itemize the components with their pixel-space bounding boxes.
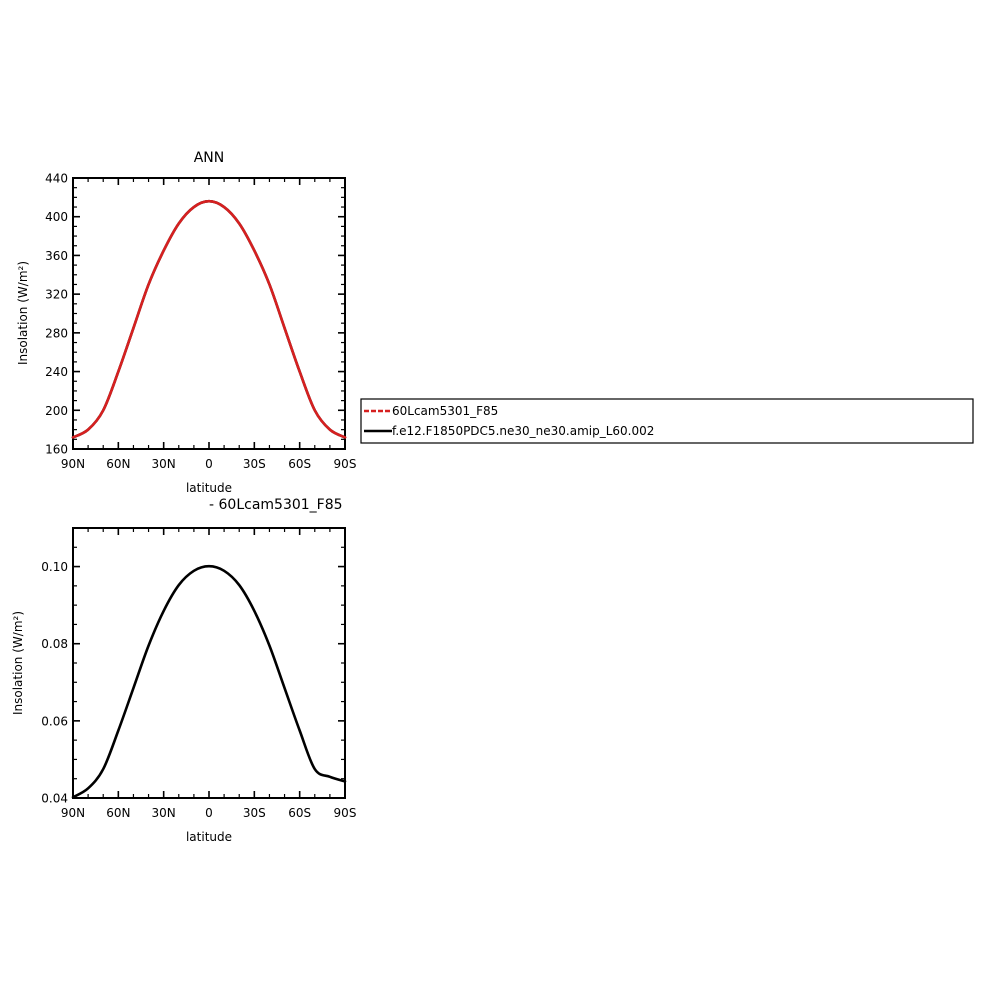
y-tick-label: 0.04 (41, 792, 68, 806)
series-lines (71, 199, 347, 439)
x-tick-label: 0 (205, 457, 213, 471)
y-tick-label: 360 (45, 249, 68, 263)
plot-frame (72, 527, 346, 799)
y-tick-label: 440 (45, 172, 68, 186)
x-tick-label: 60S (288, 457, 311, 471)
x-tick-labels: 90N 60N 30N 0 30S 60S 90S (61, 457, 357, 471)
x-tick-label: 30N (152, 457, 176, 471)
x-tick-label: 90S (334, 806, 357, 820)
x-axis-label: latitude (186, 481, 232, 495)
chart-title: ANN (194, 150, 225, 166)
series-line-1 (71, 564, 347, 799)
x-axis-label: latitude (186, 830, 232, 844)
y-tick-label: 0.06 (41, 714, 68, 728)
x-tick-label: 90S (334, 457, 357, 471)
y-tick-label: 0.08 (41, 637, 68, 651)
x-tick-label: 60N (106, 457, 130, 471)
y-tick-label: 160 (45, 443, 68, 457)
axis-ticks (72, 527, 346, 799)
y-tick-label: 320 (45, 288, 68, 302)
y-tick-label: 280 (45, 326, 68, 340)
chart-title: - 60Lcam5301_F85 (209, 497, 343, 513)
x-tick-label: 30S (243, 806, 266, 820)
panel-annual: ANN 90N 60N 30N 0 30S 60S 90S 160 200 240 280 320 3… (16, 150, 356, 495)
y-tick-label: 200 (45, 404, 68, 418)
y-tick-label: 240 (45, 365, 68, 379)
x-tick-label: 30N (152, 806, 176, 820)
y-tick-label: 400 (45, 210, 68, 224)
y-axis-label: Insolation (W/m²) (16, 261, 30, 365)
y-axis-label: Insolation (W/m²) (11, 611, 25, 715)
axis-ticks (72, 177, 346, 450)
x-tick-label: 60S (288, 806, 311, 820)
series-lines (71, 564, 347, 799)
series-line-1 (71, 199, 347, 439)
plot-frame (72, 177, 346, 450)
series-line-2 (71, 199, 347, 439)
legend-box (360, 398, 974, 444)
y-tick-label: 0.10 (41, 560, 68, 574)
x-tick-label: 90N (61, 806, 85, 820)
y-tick-labels: 0.04 0.06 0.08 0.10 (41, 560, 68, 805)
legend: 60Lcam5301_F85 f.e12.F1850PDC5.ne30_ne30… (360, 398, 974, 444)
legend-label-series-2: f.e12.F1850PDC5.ne30_ne30.amip_L60.002 (392, 424, 654, 438)
legend-label-series-1: 60Lcam5301_F85 (392, 404, 498, 418)
panel-difference: - 60Lcam5301_F85 90N 60N 30N 0 30S 60S 90S 0.0… (11, 497, 356, 844)
x-tick-labels: 90N 60N 30N 0 30S 60S 90S (61, 806, 357, 820)
x-tick-label: 90N (61, 457, 85, 471)
x-tick-label: 0 (205, 806, 213, 820)
y-tick-labels: 160 200 240 280 320 360 400 440 (45, 172, 68, 457)
x-tick-label: 30S (243, 457, 266, 471)
x-tick-label: 60N (106, 806, 130, 820)
